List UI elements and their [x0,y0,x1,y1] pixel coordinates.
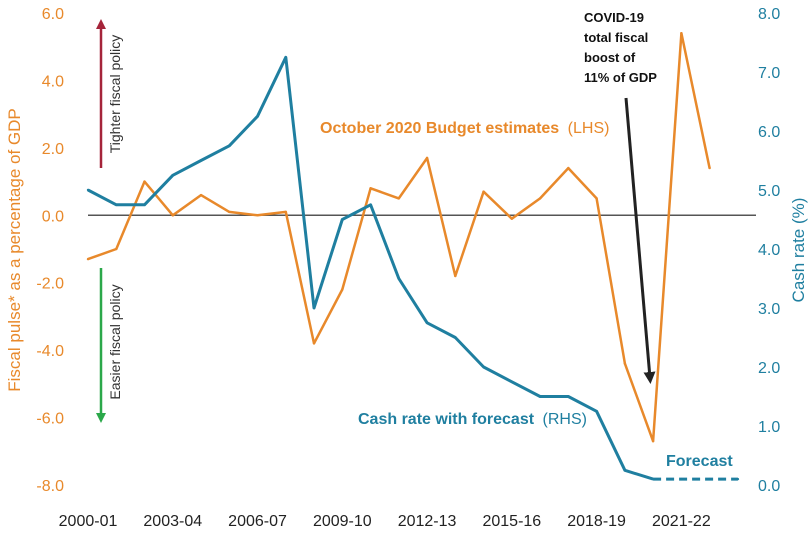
right-tick-label: 7.0 [758,65,780,82]
budget-point [567,166,570,170]
budget-point [369,187,372,190]
cash-point [736,477,740,481]
x-axis-ticks: 2000-01 2003-04 2006-07 2009-10 2012-13 2015-… [59,513,711,530]
budget-point [595,197,598,200]
right-axis-title: Cash rate (%) [789,198,808,303]
budget-point [256,214,259,217]
cash-point [538,395,542,398]
series-label-budget-estimates: October 2020 Budget estimates (LHS) [320,120,609,137]
budget-point [538,197,542,200]
cash-point [369,203,372,206]
cash-point [341,218,344,221]
covid-arrow [624,97,656,384]
left-tick-label: -6.0 [36,411,64,428]
budget-point [171,214,174,217]
right-tick-label: 8.0 [758,6,780,23]
cash-point [199,159,203,162]
covid-annotation-line-2: total fiscal [584,30,648,45]
left-tick-label: 4.0 [42,73,64,90]
x-tick-label: 2009-10 [313,513,372,530]
series-label-budget-name: October 2020 Budget estimates [320,120,559,137]
budget-point [425,156,429,160]
series-line-budget-estimates [87,31,711,443]
x-tick-label: 2018-19 [567,513,626,530]
forecast-label: Forecast [666,453,733,470]
cash-point [651,477,655,481]
right-tick-label: 3.0 [758,301,780,318]
right-tick-label: 4.0 [758,242,780,259]
cash-point [86,188,90,192]
left-axis-title: Fiscal pulse* as a percentage of GDP [5,108,24,391]
budget-point [199,193,203,197]
budget-points [86,32,711,443]
budget-point [680,32,683,35]
budget-point [623,362,627,365]
cash-point [482,365,485,369]
budget-point [482,190,485,193]
budget-point [454,274,457,278]
covid-annotation-line-3: boost of [584,50,636,65]
left-tick-label: -2.0 [36,276,64,293]
left-tick-label: 2.0 [42,141,64,158]
left-tick-label: 0.0 [42,208,64,225]
budget-point [708,166,711,170]
x-tick-label: 2012-13 [398,513,457,530]
cash-point [171,174,174,177]
right-axis-ticks: 0.0 1.0 2.0 3.0 4.0 5.0 6.0 7.0 8.0 [758,6,780,495]
easier-policy-label: Easier fiscal policy [107,284,123,399]
cash-point [312,306,316,310]
left-tick-label: -8.0 [36,478,64,495]
budget-point [341,288,344,291]
right-tick-label: 2.0 [758,360,780,377]
left-tick-label: 6.0 [42,6,64,23]
right-tick-label: 1.0 [758,419,780,436]
budget-point [651,439,655,443]
x-tick-label: 2003-04 [143,513,202,530]
cash-points [86,56,740,481]
cash-point [425,321,429,324]
tighter-policy-label: Tighter fiscal policy [107,35,123,154]
budget-point [86,257,90,261]
budget-point [143,180,146,183]
cash-point [510,380,514,383]
left-axis-ticks: -8.0 -6.0 -4.0 -2.0 0.0 2.0 4.0 6.0 [36,6,64,495]
budget-point [115,247,118,251]
series-label-cash-name: Cash rate with forecast [358,411,535,428]
cash-point [143,203,146,206]
right-tick-label: 5.0 [758,183,780,200]
budget-point [510,217,514,220]
left-tick-label: -4.0 [36,343,64,360]
budget-point [312,342,316,345]
cash-point [454,336,457,339]
series-label-budget-suffix: (LHS) [568,120,610,137]
cash-point [595,410,598,413]
x-tick-label: 2000-01 [59,513,118,530]
cash-point [256,115,259,118]
right-tick-label: 0.0 [758,478,780,495]
budget-point [228,210,231,214]
series-label-cash-suffix: (RHS) [543,411,587,428]
cash-point [397,277,401,280]
cash-point [708,477,711,481]
budget-point [284,210,287,214]
x-tick-label: 2006-07 [228,513,287,530]
covid-annotation-line-4: 11% of GDP [584,70,657,85]
cash-point [115,203,118,206]
x-tick-label: 2021-22 [652,513,711,530]
budget-point [397,197,401,200]
covid-annotation-line-1: COVID-19 [584,10,644,25]
x-tick-label: 2015-16 [482,513,541,530]
cash-point [228,144,231,147]
cash-point [284,56,287,59]
cash-point [680,477,683,481]
right-tick-label: 6.0 [758,124,780,141]
series-label-cash-rate: Cash rate with forecast (RHS) [358,411,587,428]
cash-point [623,469,627,472]
cash-point [567,395,570,398]
